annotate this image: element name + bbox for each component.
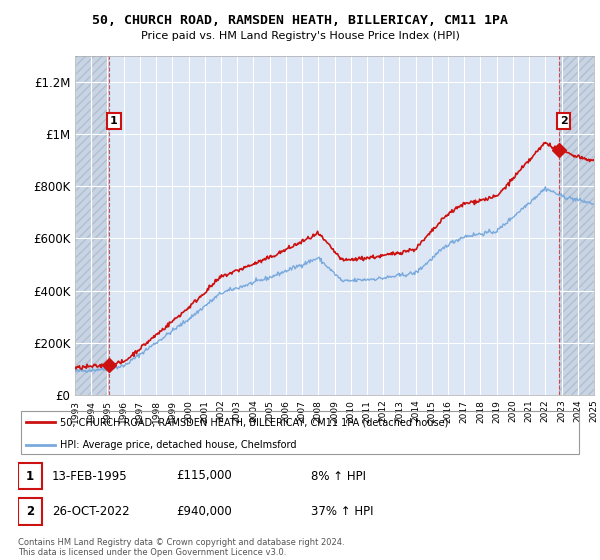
Text: 1: 1	[26, 469, 34, 483]
Text: £940,000: £940,000	[176, 505, 232, 518]
Text: 1: 1	[110, 116, 118, 126]
Text: 13-FEB-1995: 13-FEB-1995	[52, 469, 127, 483]
Text: 50, CHURCH ROAD, RAMSDEN HEATH, BILLERICAY, CM11 1PA: 50, CHURCH ROAD, RAMSDEN HEATH, BILLERIC…	[92, 14, 508, 27]
Text: 8% ↑ HPI: 8% ↑ HPI	[311, 469, 366, 483]
Text: Contains HM Land Registry data © Crown copyright and database right 2024.
This d: Contains HM Land Registry data © Crown c…	[18, 538, 344, 557]
Bar	[75, 56, 109, 395]
Text: Price paid vs. HM Land Registry's House Price Index (HPI): Price paid vs. HM Land Registry's House …	[140, 31, 460, 41]
Text: 2: 2	[26, 505, 34, 518]
Text: £115,000: £115,000	[176, 469, 232, 483]
Text: 26-OCT-2022: 26-OCT-2022	[52, 505, 130, 518]
Text: 50, CHURCH ROAD, RAMSDEN HEATH, BILLERICAY, CM11 1PA (detached house): 50, CHURCH ROAD, RAMSDEN HEATH, BILLERIC…	[60, 417, 449, 427]
Bar	[18, 463, 41, 489]
Bar	[18, 498, 41, 525]
Text: HPI: Average price, detached house, Chelmsford: HPI: Average price, detached house, Chel…	[60, 440, 297, 450]
Bar	[109, 56, 559, 395]
Text: 37% ↑ HPI: 37% ↑ HPI	[311, 505, 374, 518]
Bar	[559, 56, 594, 395]
Text: 2: 2	[560, 116, 568, 126]
